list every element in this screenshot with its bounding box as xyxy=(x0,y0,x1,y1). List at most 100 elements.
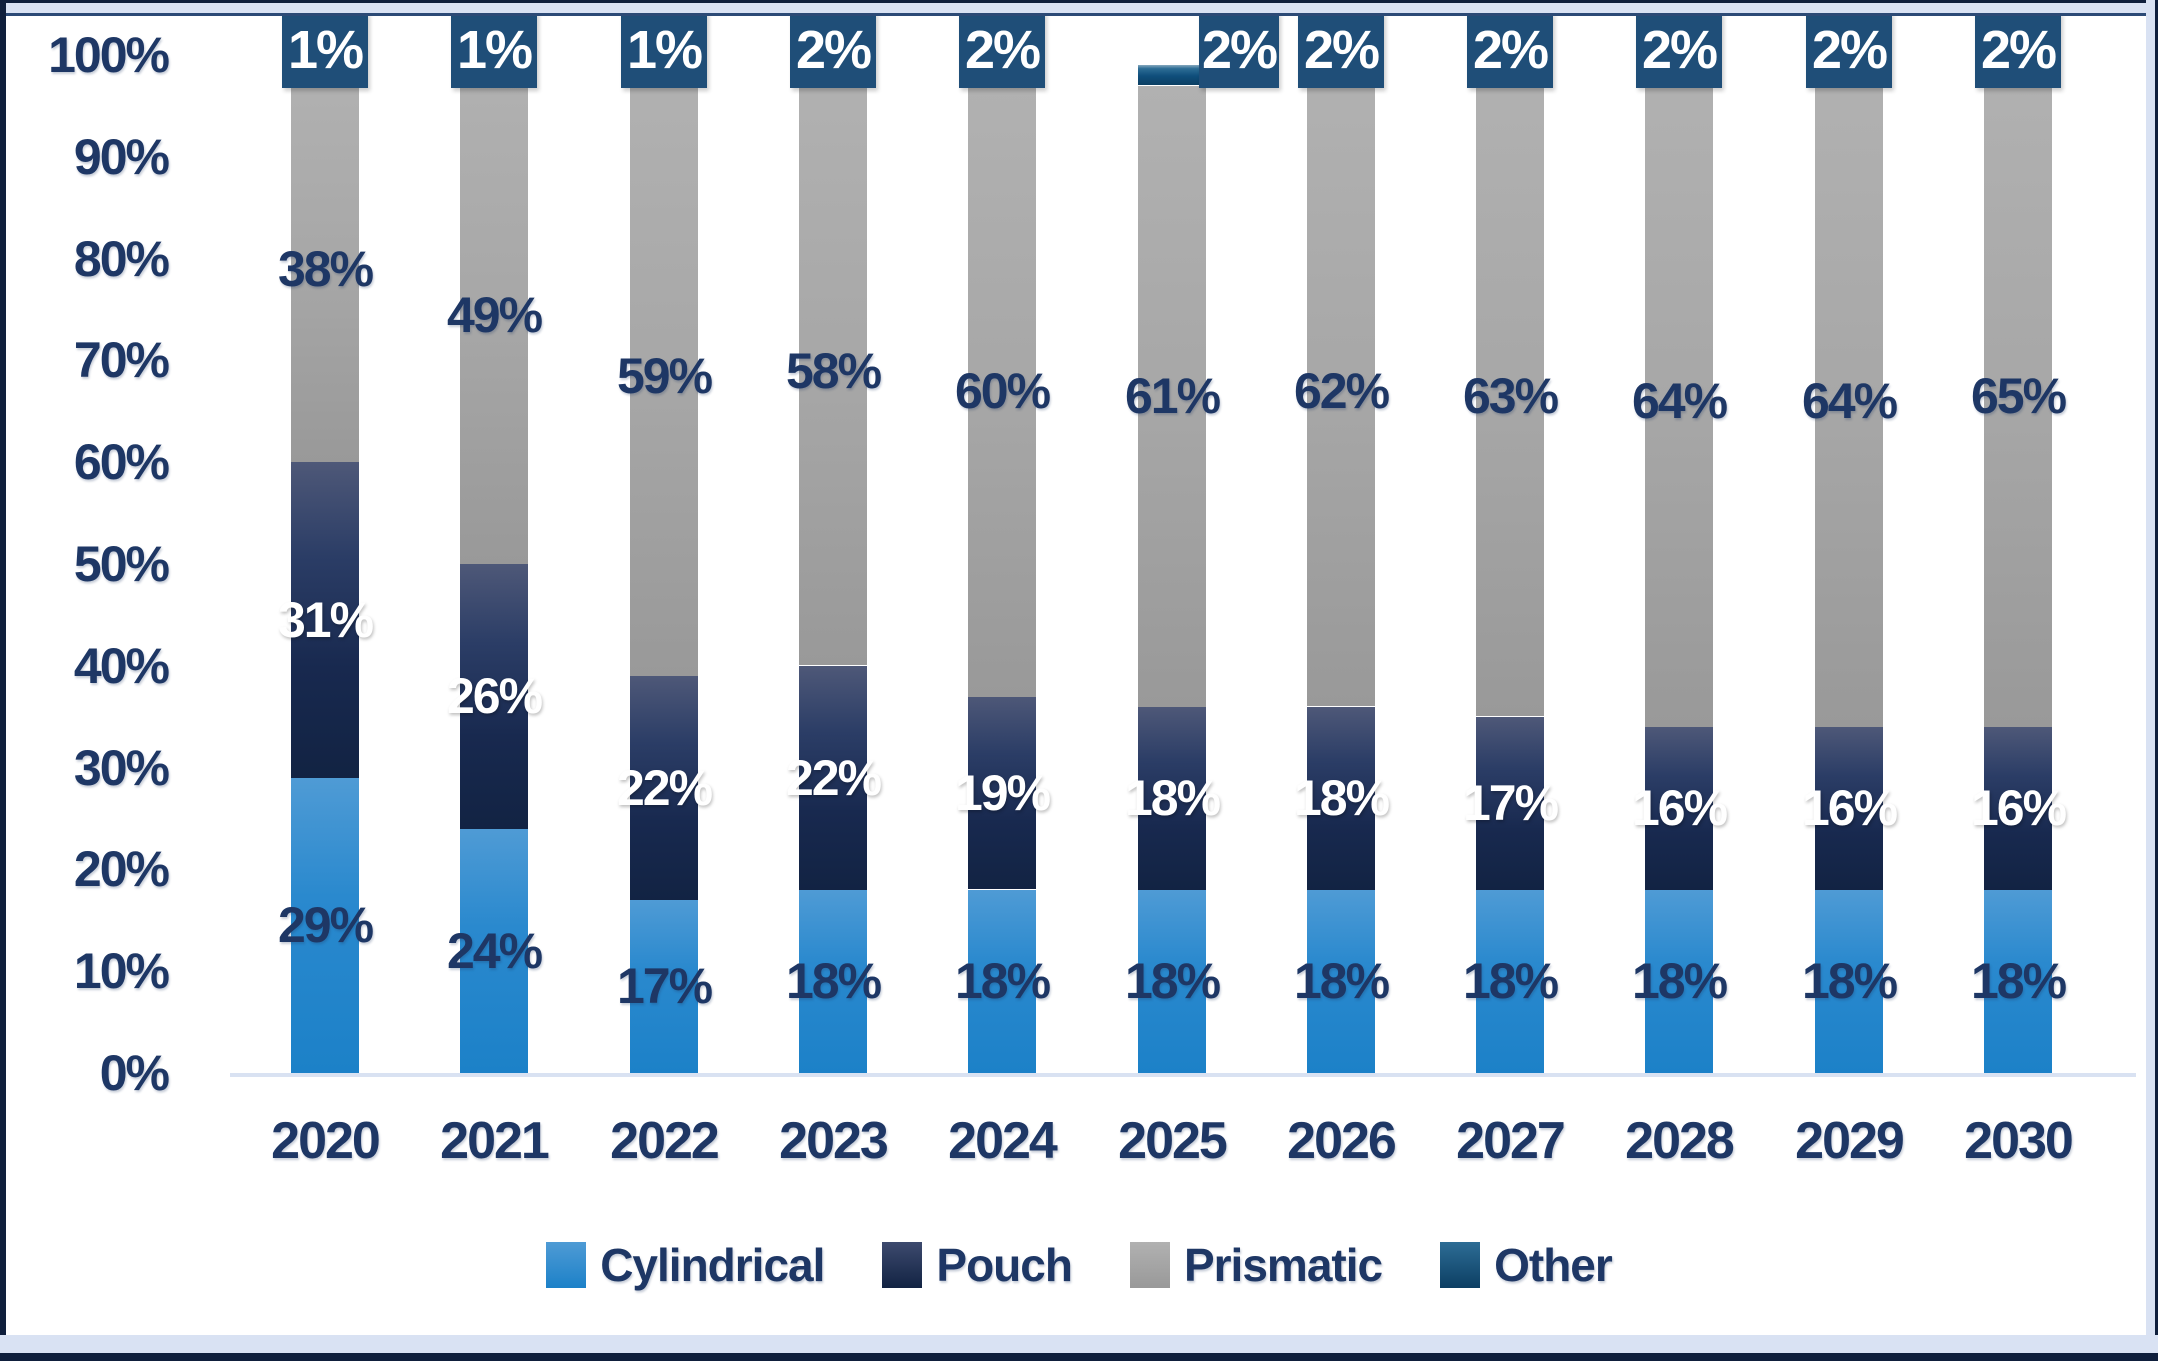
bar-2028-pouch-segment xyxy=(1645,727,1713,890)
frame-right-border xyxy=(2155,0,2158,1361)
x-axis-label-2023: 2023 xyxy=(779,1112,889,1170)
bar-2030-prismatic-segment xyxy=(1984,65,2052,727)
bar-2028-other-label-box: 2% xyxy=(1636,12,1722,88)
bar-2022-pouch-segment xyxy=(630,676,698,900)
bar-2027-pouch-label: 17% xyxy=(1462,775,1559,831)
x-axis-label-2024: 2024 xyxy=(948,1112,1058,1170)
x-axis-label-2029: 2029 xyxy=(1795,1112,1905,1170)
bar-2021-prismatic-segment xyxy=(460,65,528,564)
bar-2024-pouch-label: 19% xyxy=(954,765,1051,821)
bar-2027-cylindrical-label: 18% xyxy=(1462,953,1559,1009)
bar-2024-cylindrical-label: 18% xyxy=(954,953,1051,1009)
y-axis-tick-label: 30% xyxy=(73,740,170,796)
y-axis-tick-label: 20% xyxy=(73,841,170,897)
x-axis-label-2026: 2026 xyxy=(1287,1112,1397,1170)
bar-2025-other-segment xyxy=(1138,65,1206,85)
chart-legend: Cylindrical Pouch Prismatic Other xyxy=(0,1238,2158,1292)
legend-label-other: Other xyxy=(1494,1239,1613,1291)
frame-top-rule xyxy=(0,13,2158,16)
bar-2023-prismatic-segment xyxy=(799,75,867,665)
x-axis-label-2028: 2028 xyxy=(1625,1112,1735,1170)
bar-2020-cylindrical-label: 29% xyxy=(277,897,374,953)
bar-2030-cylindrical-label: 18% xyxy=(1970,953,2067,1009)
frame-left-border xyxy=(0,0,6,1361)
bar-2021-cylindrical-label: 24% xyxy=(446,923,543,979)
bar-2022-other-label: 1% xyxy=(626,20,703,80)
legend-item-prismatic: Prismatic xyxy=(1129,1238,1383,1292)
bar-2026-pouch-segment xyxy=(1307,707,1375,890)
bar-2029-other-label: 2% xyxy=(1811,20,1888,80)
bar-2025-cylindrical-label: 18% xyxy=(1124,953,1221,1009)
bar-2026-cylindrical-label: 18% xyxy=(1293,953,1390,1009)
bar-2025-pouch-label: 18% xyxy=(1124,770,1221,826)
bar-2026-prismatic-segment xyxy=(1307,75,1375,706)
y-axis-tick-label: 40% xyxy=(73,638,170,694)
bar-2021-pouch-label: 26% xyxy=(446,668,543,724)
bar-2025-pouch-segment xyxy=(1138,707,1206,890)
bar-2023-prismatic-label: 58% xyxy=(785,343,882,399)
bar-2030-prismatic-label: 65% xyxy=(1970,368,2067,424)
legend-item-other: Other xyxy=(1440,1238,1613,1292)
frame-bottom-strip xyxy=(0,1335,2158,1353)
bar-2027-pouch-segment xyxy=(1476,717,1544,890)
bar-2029-prismatic-segment xyxy=(1815,75,1883,727)
bar-2021-cylindrical-segment xyxy=(460,829,528,1073)
bar-2024-pouch-segment xyxy=(968,696,1036,889)
x-axis-label-2027: 2027 xyxy=(1456,1112,1566,1170)
bar-2022-prismatic-label: 59% xyxy=(616,348,713,404)
bar-2028-prismatic-label: 64% xyxy=(1631,373,1728,429)
bar-2023-cylindrical-label: 18% xyxy=(785,953,882,1009)
frame-bottom-border xyxy=(0,1353,2158,1361)
bar-2024-other-label: 2% xyxy=(964,20,1041,80)
bar-2027-other-label-box: 2% xyxy=(1467,12,1553,88)
bar-2026-other-label-box: 2% xyxy=(1298,12,1384,88)
bar-2023-other-label-box: 2% xyxy=(790,12,876,88)
x-axis-label-2021: 2021 xyxy=(440,1112,550,1170)
bar-2026-cylindrical-segment xyxy=(1307,890,1375,1073)
y-axis-tick-label: 0% xyxy=(99,1045,170,1101)
bar-2020-other-label: 1% xyxy=(287,20,364,80)
frame-top-border xyxy=(0,0,2158,3)
bar-2026-other-label: 2% xyxy=(1303,20,1380,80)
frame-top-strip xyxy=(0,3,2158,13)
bar-2025-other-label-box: 2% xyxy=(1199,12,1279,88)
bar-2022-pouch-label: 22% xyxy=(616,760,713,816)
y-axis-tick-label: 100% xyxy=(48,27,170,83)
bar-2020-other-label-box: 1% xyxy=(282,12,368,88)
bar-2025-prismatic-segment xyxy=(1138,86,1206,707)
legend-label-cylindrical: Cylindrical xyxy=(600,1239,825,1291)
x-axis-label-2030: 2030 xyxy=(1964,1112,2074,1170)
bar-2024-prismatic-segment xyxy=(968,86,1036,697)
bar-2024-prismatic-label: 60% xyxy=(954,363,1051,419)
bar-2029-cylindrical-segment xyxy=(1815,890,1883,1073)
x-axis-label-2022: 2022 xyxy=(610,1112,720,1170)
x-axis-label-2020: 2020 xyxy=(271,1112,381,1170)
legend-swatch-other xyxy=(1440,1242,1481,1288)
bar-2026-prismatic-label: 62% xyxy=(1293,363,1390,419)
bar-2028-cylindrical-label: 18% xyxy=(1631,953,1728,1009)
bar-2029-other-label-box: 2% xyxy=(1806,12,1892,88)
bar-2030-other-label-box: 2% xyxy=(1975,12,2061,88)
legend-swatch-prismatic xyxy=(1129,1242,1170,1288)
bar-2022-cylindrical-segment xyxy=(630,900,698,1073)
bar-2020-pouch-label: 31% xyxy=(277,592,374,648)
bar-2030-cylindrical-segment xyxy=(1984,890,2052,1073)
bar-2020-cylindrical-segment xyxy=(291,778,359,1073)
legend-label-pouch: Pouch xyxy=(936,1239,1073,1291)
y-axis-tick-label: 50% xyxy=(73,536,170,592)
frame-right-strip xyxy=(2146,0,2155,1361)
bar-2025-other-label: 2% xyxy=(1201,20,1278,80)
bar-2020-pouch-segment xyxy=(291,462,359,778)
bar-2025-prismatic-label: 61% xyxy=(1124,368,1221,424)
y-axis-tick-label: 80% xyxy=(73,231,170,287)
bar-2028-other-label: 2% xyxy=(1641,20,1718,80)
y-axis-tick-label: 10% xyxy=(73,943,170,999)
legend-swatch-pouch xyxy=(882,1242,923,1288)
bar-2029-pouch-segment xyxy=(1815,727,1883,890)
bar-2023-cylindrical-segment xyxy=(799,890,867,1073)
bar-2029-pouch-label: 16% xyxy=(1801,780,1898,836)
bar-2023-pouch-segment xyxy=(799,666,867,890)
legend-item-pouch: Pouch xyxy=(882,1238,1073,1292)
x-axis-label-2025: 2025 xyxy=(1118,1112,1228,1170)
